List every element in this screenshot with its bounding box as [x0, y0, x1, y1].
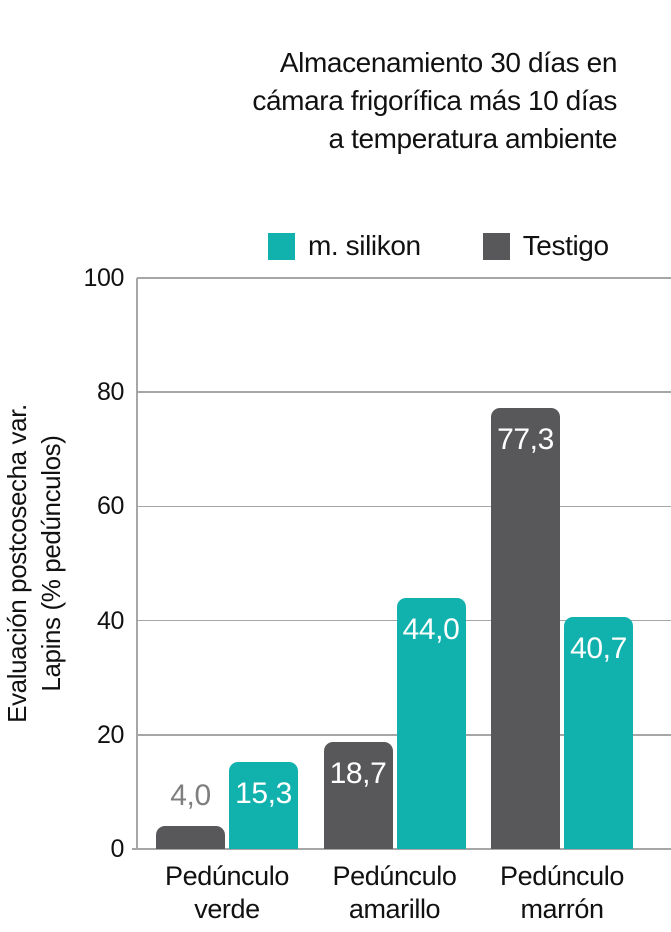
bar-m-silikon-1	[396, 597, 466, 849]
legend-swatch-m-silikon	[268, 232, 295, 260]
bar-testigo-2	[491, 407, 560, 849]
bar-testigo-1	[323, 742, 393, 849]
legend: m. silikon Testigo	[268, 230, 609, 262]
gridline-60	[137, 505, 671, 508]
bar-value-label-testigo-2: 77,3	[497, 422, 554, 456]
legend-label-m-silikon: m. silikon	[308, 230, 421, 261]
chart-title-line-2: cámara frigorífica más 10 días	[252, 85, 617, 116]
legend-item-m-silikon: m. silikon	[268, 230, 421, 262]
bar-value-label-testigo-0: 4,0	[170, 779, 211, 813]
y-tick-label-20: 20	[96, 720, 124, 749]
gridline-100	[137, 277, 671, 279]
x-axis-label-2: Pedúnculo marrón	[472, 860, 652, 926]
x-axis-label-line: verde	[194, 894, 260, 924]
x-axis-label-line: marrón	[520, 894, 604, 924]
legend-swatch-testigo	[482, 232, 510, 260]
x-axis-label-line: Pedúnculo	[164, 861, 289, 891]
bar-testigo-0	[156, 826, 225, 849]
y-tick-label-100: 100	[83, 264, 124, 292]
legend-label-testigo: Testigo	[522, 230, 609, 261]
y-tick-label-40: 40	[96, 606, 124, 635]
chart-title-line-3: a temperatura ambiente	[328, 123, 618, 154]
bar-value-label-testigo-1: 18,7	[329, 757, 387, 791]
x-axis-label-line: amarillo	[348, 894, 441, 924]
bar-value-label-m-silikon-1: 44,0	[402, 612, 460, 646]
legend-item-testigo: Testigo	[482, 230, 609, 262]
gridline-80	[137, 391, 671, 393]
x-axis-label-line: Pedúnculo	[332, 861, 457, 891]
x-axis-label-0: Pedúnculo verde	[137, 860, 317, 926]
x-axis-label-line: Pedúnculo	[499, 861, 624, 891]
x-axis-line	[132, 848, 671, 850]
bar-m-silikon-2	[564, 616, 633, 849]
chart-title: Almacenamiento 30 días en cámara frigorí…	[120, 44, 617, 158]
x-axis-label-1: Pedúnculo amarillo	[305, 860, 485, 926]
y-tick-label-60: 60	[96, 492, 124, 521]
bar-m-silikon-0	[229, 761, 298, 849]
y-tick-label-80: 80	[96, 378, 124, 407]
bar-value-label-m-silikon-2: 40,7	[570, 631, 627, 665]
bar-value-label-m-silikon-0: 15,3	[235, 776, 292, 810]
y-axis-line	[136, 278, 138, 850]
y-tick-label-0: 0	[110, 835, 124, 863]
chart-title-line-1: Almacenamiento 30 días en	[279, 47, 618, 78]
